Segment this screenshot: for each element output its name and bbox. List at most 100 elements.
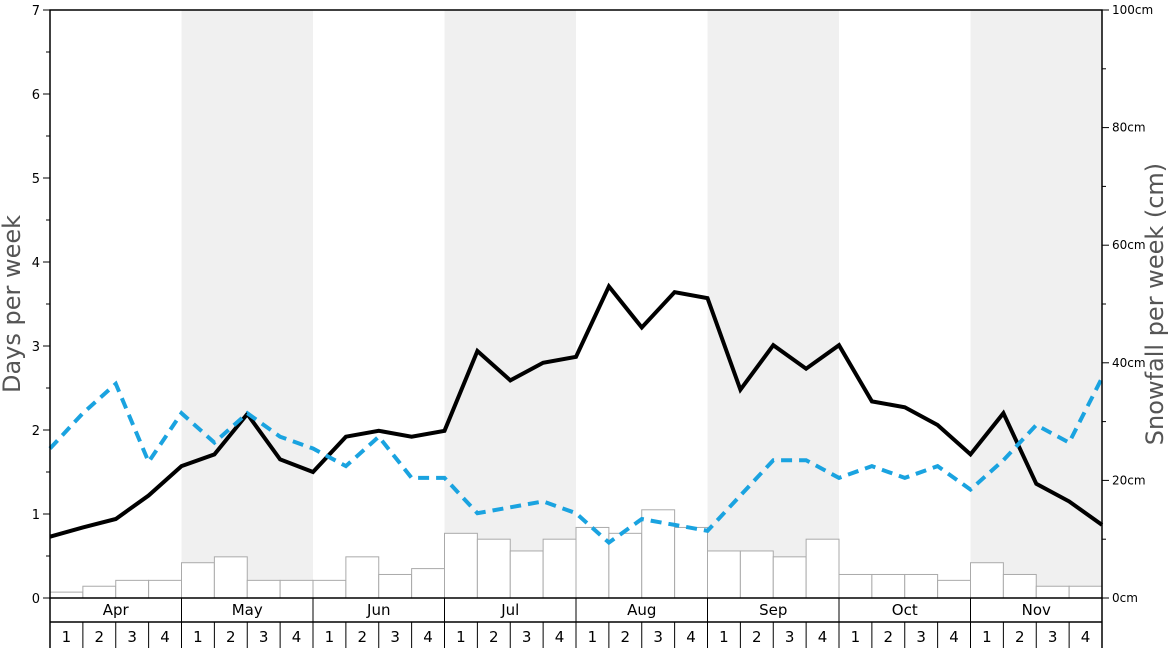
snowfall-bar [345,556,380,599]
left-tick-label: 2 [32,424,40,439]
week-label: 2 [752,628,762,646]
left-tick-label: 4 [32,256,40,271]
week-label: 1 [456,628,466,646]
snowfall-bars [49,509,1103,599]
week-label: 4 [423,628,433,646]
snowfall-bar [707,550,741,599]
snowfall-bar [476,538,511,599]
snowfall-bar [904,573,939,599]
snowfall-bar [115,579,150,599]
snowfall-bar [148,579,182,599]
snowfall-bar [805,538,840,599]
snowfall-bar [970,562,1004,599]
week-label: 4 [292,628,302,646]
month-band [181,10,313,598]
snowfall-bar [378,573,413,599]
snowfall-bar [509,550,544,599]
series-lines [48,282,1104,546]
week-label: 2 [226,628,236,646]
week-label: 3 [1048,628,1058,646]
snowfall-bar [213,556,248,599]
snowfall-bar [575,526,610,599]
snowfall-bar [444,532,478,599]
right-tick-label: 60cm [1112,238,1146,252]
month-label: Aug [627,601,656,619]
left-tick-label: 3 [32,340,40,355]
week-label: 2 [884,628,894,646]
snowfall-bar [82,585,117,599]
left-tick-label: 5 [32,172,40,187]
right-axis-title: Snowfall per week (cm) [1141,163,1168,445]
right-tick-label: 20cm [1112,473,1146,487]
week-label: 1 [588,628,598,646]
week-label: 4 [160,628,170,646]
week-label: 3 [390,628,400,646]
month-band [707,10,839,598]
week-label: 1 [982,628,992,646]
week-label: 3 [916,628,926,646]
month-label: Oct [892,601,918,619]
week-label: 3 [127,628,137,646]
week-label: 2 [621,628,631,646]
left-tick-label: 1 [32,508,40,523]
left-axis: 0 1 2 3 4 5 6 7 [32,4,50,607]
snowfall-bar [608,532,643,599]
week-label: 3 [653,628,663,646]
dashed-series-line [48,376,1104,546]
snowfall-bar [937,579,971,599]
right-tick-label: 100cm [1112,3,1153,17]
snowfall-bar [181,562,215,599]
week-label: 3 [785,628,795,646]
left-tick-label: 7 [32,4,40,19]
left-tick-label: 0 [32,592,40,607]
week-label: 1 [62,628,72,646]
week-label: 2 [95,628,105,646]
snowfall-bar [871,573,906,599]
right-tick-label: 0cm [1112,591,1138,605]
week-label: 4 [949,628,959,646]
month-label: Jun [366,601,390,619]
snowfall-bar [542,538,577,599]
snowfall-bar [772,556,807,599]
month-band [970,10,1102,598]
week-label: 4 [555,628,565,646]
solid-series-line [49,282,1104,539]
snowfall-bar [1035,585,1070,599]
snowfall-bar [49,591,84,599]
month-label: Nov [1022,601,1051,619]
right-tick-label: 40cm [1112,356,1146,370]
snowfall-bar [312,579,347,599]
snowfall-bar [1068,585,1103,599]
week-label: 4 [1081,628,1091,646]
week-label: 2 [489,628,499,646]
snowfall-bar [838,573,873,599]
week-label: 1 [193,628,203,646]
month-label: May [232,601,263,619]
snowfall-bar [411,568,445,599]
snowfall-bar [674,526,708,599]
week-label: 3 [522,628,532,646]
month-label: Jul [500,601,519,619]
left-tick-label: 6 [32,88,40,103]
week-label: 1 [851,628,861,646]
snowfall-bar [739,550,774,599]
week-label: 3 [259,628,269,646]
right-tick-label: 80cm [1112,121,1146,135]
snowfall-bar [1002,573,1037,599]
week-label: 1 [325,628,335,646]
month-label: Apr [103,601,130,619]
month-band [444,10,576,598]
left-axis-title: Days per week [0,215,26,393]
week-label: 4 [686,628,696,646]
week-label: 1 [719,628,729,646]
month-label: Sep [759,601,787,619]
week-label: 2 [1015,628,1025,646]
week-label: 4 [818,628,828,646]
right-axis: 0cm 20cm 40cm 60cm 80cm 100cm [1102,3,1153,605]
snowfall-bar [279,579,314,599]
month-bands [181,10,1102,598]
week-label: 2 [358,628,368,646]
snowfall-bar [246,579,281,599]
x-axis: Apr 1 2 3 4 May 1 2 3 4 Jun 1 2 3 4 Jul 1 2 3 4 Aug 1 2 3 4 Sep 1 2… [49,598,1103,648]
